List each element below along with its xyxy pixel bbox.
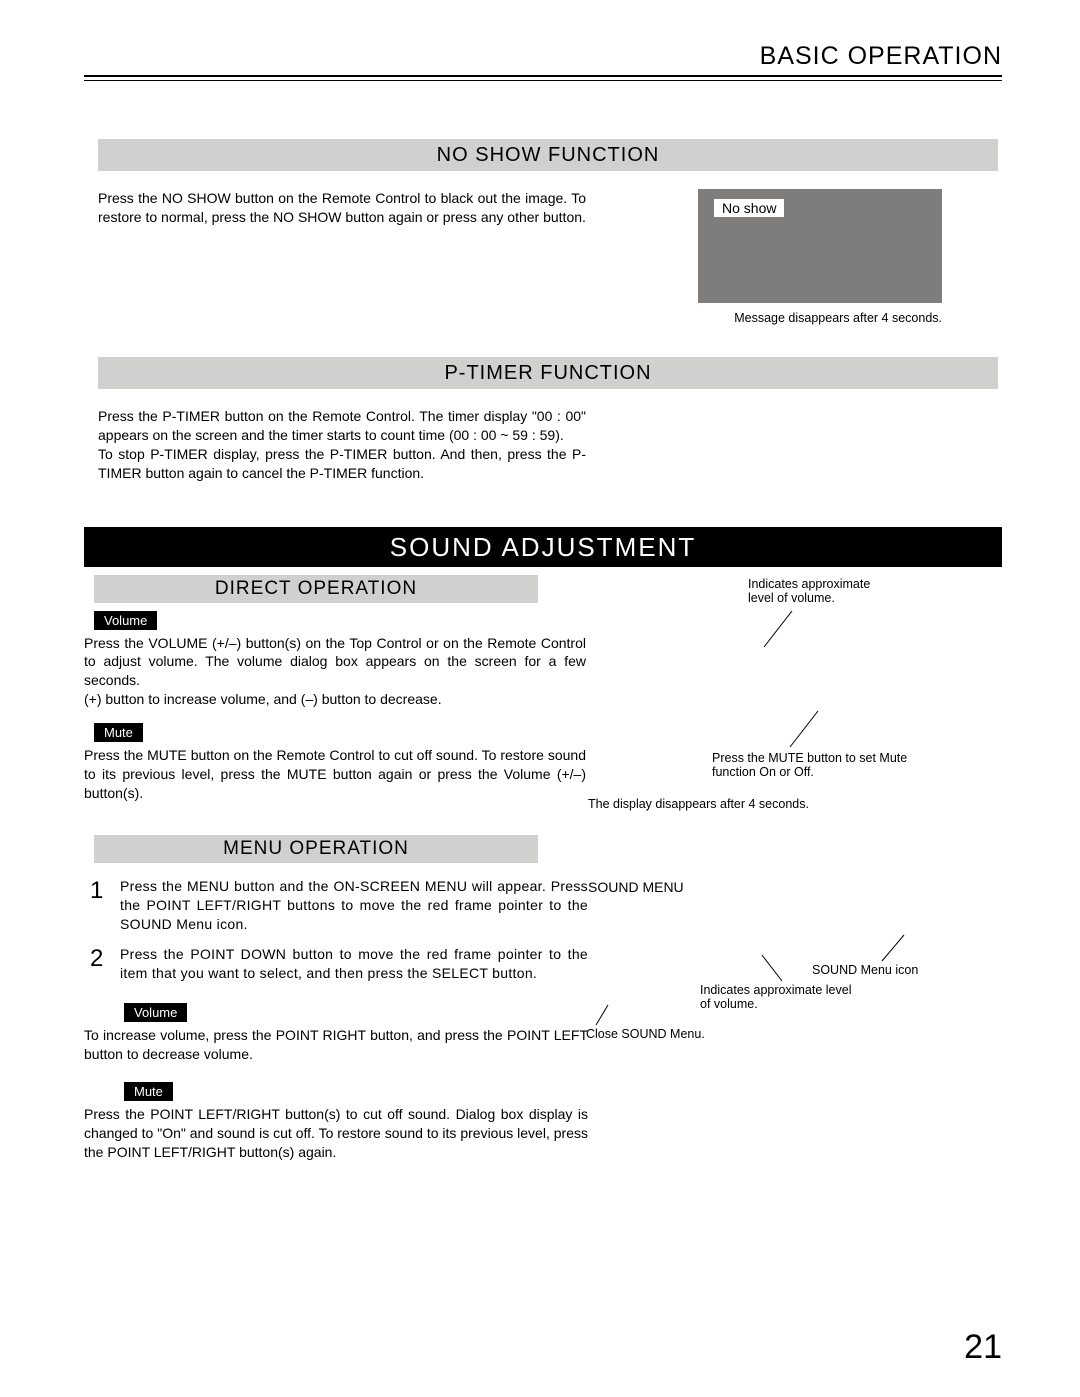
menu-mute-body: Press the POINT LEFT/RIGHT button(s) to … bbox=[84, 1105, 588, 1162]
menu-operation-bar: MENU OPERATION bbox=[94, 835, 538, 863]
sound-menu-icon-callout: SOUND Menu icon bbox=[812, 963, 918, 977]
no-show-body: Press the NO SHOW button on the Remote C… bbox=[98, 189, 586, 227]
direct-mute-body: Press the MUTE button on the Remote Cont… bbox=[84, 746, 588, 803]
callout-line-icon bbox=[880, 933, 910, 963]
no-show-dialog: No show bbox=[698, 189, 942, 303]
p-timer-body: Press the P-TIMER button on the Remote C… bbox=[98, 407, 586, 483]
step-number: 1 bbox=[84, 877, 120, 905]
callout-line-icon bbox=[760, 953, 788, 983]
direct-operation-bar: DIRECT OPERATION bbox=[94, 575, 538, 603]
menu-mute-pill: Mute bbox=[124, 1082, 173, 1101]
menu-level-callout: Indicates approximate level of volume. bbox=[700, 983, 860, 1011]
page-header-title: BASIC OPERATION bbox=[84, 42, 1002, 71]
p-timer-section-bar: P-TIMER FUNCTION bbox=[98, 357, 998, 389]
no-show-section-bar: NO SHOW FUNCTION bbox=[98, 139, 998, 171]
menu-volume-body: To increase volume, press the POINT RIGH… bbox=[84, 1026, 588, 1064]
header-rule bbox=[84, 75, 1002, 81]
callout-line-icon bbox=[786, 711, 826, 751]
menu-volume-pill: Volume bbox=[124, 1003, 187, 1022]
mute-callout: Press the MUTE button to set Mute functi… bbox=[712, 751, 922, 779]
direct-caption: The display disappears after 4 seconds. bbox=[588, 797, 809, 811]
close-sound-menu-callout: Close SOUND Menu. bbox=[586, 1027, 705, 1041]
callout-line-icon bbox=[594, 1003, 612, 1029]
volume-level-callout: Indicates approximate level of volume. bbox=[748, 577, 898, 605]
menu-step2: Press the POINT DOWN button to move the … bbox=[120, 945, 588, 983]
sound-menu-label: SOUND MENU bbox=[588, 878, 684, 897]
mute-pill: Mute bbox=[94, 723, 143, 742]
callout-line-icon bbox=[760, 611, 800, 651]
page-number: 21 bbox=[964, 1328, 1002, 1367]
volume-pill: Volume bbox=[94, 611, 157, 630]
no-show-caption: Message disappears after 4 seconds. bbox=[734, 311, 942, 325]
no-show-dialog-label: No show bbox=[714, 199, 784, 217]
menu-step1: Press the MENU button and the ON-SCREEN … bbox=[120, 877, 588, 934]
step-number: 2 bbox=[84, 945, 120, 973]
sound-adjustment-title: SOUND ADJUSTMENT bbox=[84, 527, 1002, 567]
direct-volume-body: Press the VOLUME (+/–) button(s) on the … bbox=[84, 634, 588, 710]
